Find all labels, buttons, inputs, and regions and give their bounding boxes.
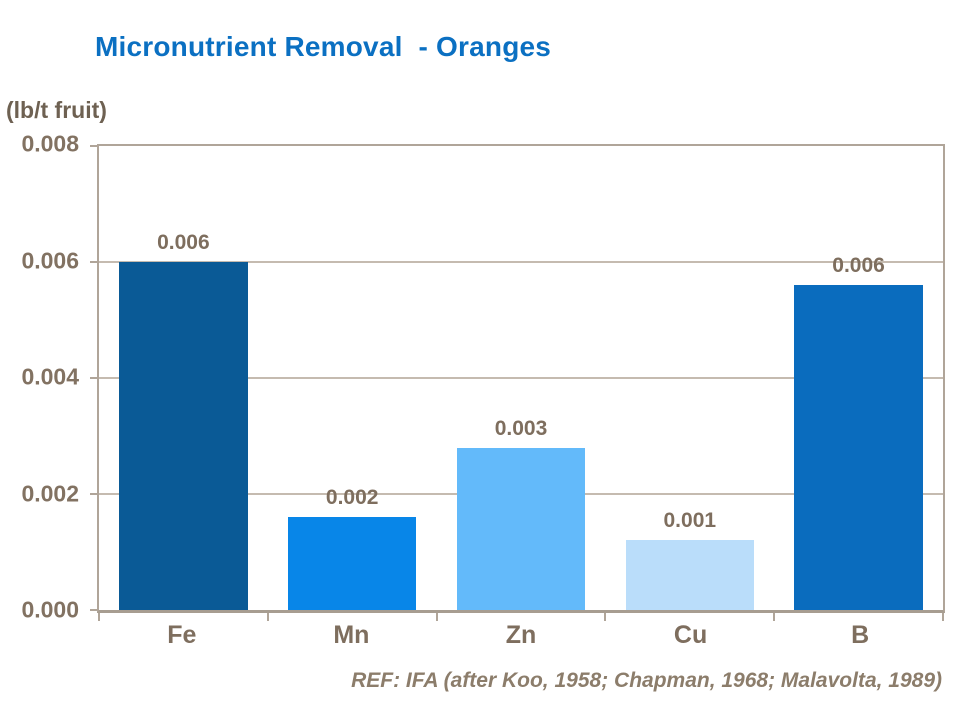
x-axis-category-label: Zn	[505, 621, 537, 649]
x-axis-category-label: B	[851, 621, 870, 649]
x-axis-category-label: Cu	[673, 621, 708, 649]
reference-citation: REF: IFA (after Koo, 1958; Chapman, 1968…	[351, 669, 942, 692]
x-axis-tick-mark	[98, 613, 100, 621]
bar-value-label: 0.002	[325, 486, 379, 510]
bar-slot-zn: 0.003	[437, 146, 606, 610]
gridline	[99, 261, 943, 263]
x-axis-category-label: Mn	[333, 621, 370, 649]
bar-mn	[288, 517, 417, 610]
y-axis-tick-labels: 0.008 0.006 0.004 0.002 0.000	[0, 131, 79, 623]
y-axis-tick-mark	[90, 609, 98, 611]
x-axis-category-labels: Fe Mn Zn Cu B	[97, 621, 945, 650]
bar-b	[794, 285, 923, 610]
y-axis-tick-label: 0.002	[21, 480, 79, 506]
bar-slot-mn: 0.002	[268, 146, 437, 610]
y-axis-tick-label: 0.006	[21, 247, 79, 273]
bar-value-label: 0.003	[494, 416, 548, 440]
bar-value-label: 0.006	[157, 231, 210, 254]
bar-zn	[456, 447, 586, 610]
y-axis-tick-mark	[90, 377, 98, 379]
y-axis-tick-label: 0.004	[21, 363, 79, 390]
bar-slot-cu: 0.001	[605, 146, 774, 610]
bar-value-label: 0.006	[832, 254, 885, 278]
y-axis-tick-label: 0.008	[21, 130, 79, 157]
bar-slot-b: 0.006	[774, 146, 943, 610]
y-axis-tick-label: 0.000	[21, 596, 79, 623]
bar-series: 0.006 0.002 0.003 0.001 0.006	[99, 146, 943, 610]
plot-area: 0.006 0.002 0.003 0.001 0.006	[90, 144, 945, 621]
bar-value-label: 0.001	[663, 509, 717, 533]
y-axis-tick-mark	[90, 261, 98, 263]
x-axis-tick-mark	[942, 613, 944, 621]
bar-slot-fe: 0.006	[99, 146, 268, 610]
x-axis-tick-mark	[435, 613, 438, 621]
chart-title: Micronutrient Removal - Oranges	[95, 31, 552, 62]
y-axis-tick-mark	[90, 493, 98, 495]
y-axis-tick-mark	[90, 145, 98, 147]
x-axis-tick-mark	[266, 613, 269, 621]
x-axis-category-label: Fe	[167, 621, 197, 649]
x-axis-tick-mark	[604, 613, 607, 621]
x-axis-tick-mark	[773, 613, 776, 621]
gridline	[99, 377, 943, 379]
y-axis-unit-label: (lb/t fruit)	[6, 97, 107, 123]
bar-fe	[119, 262, 248, 610]
bar-cu	[625, 540, 754, 610]
